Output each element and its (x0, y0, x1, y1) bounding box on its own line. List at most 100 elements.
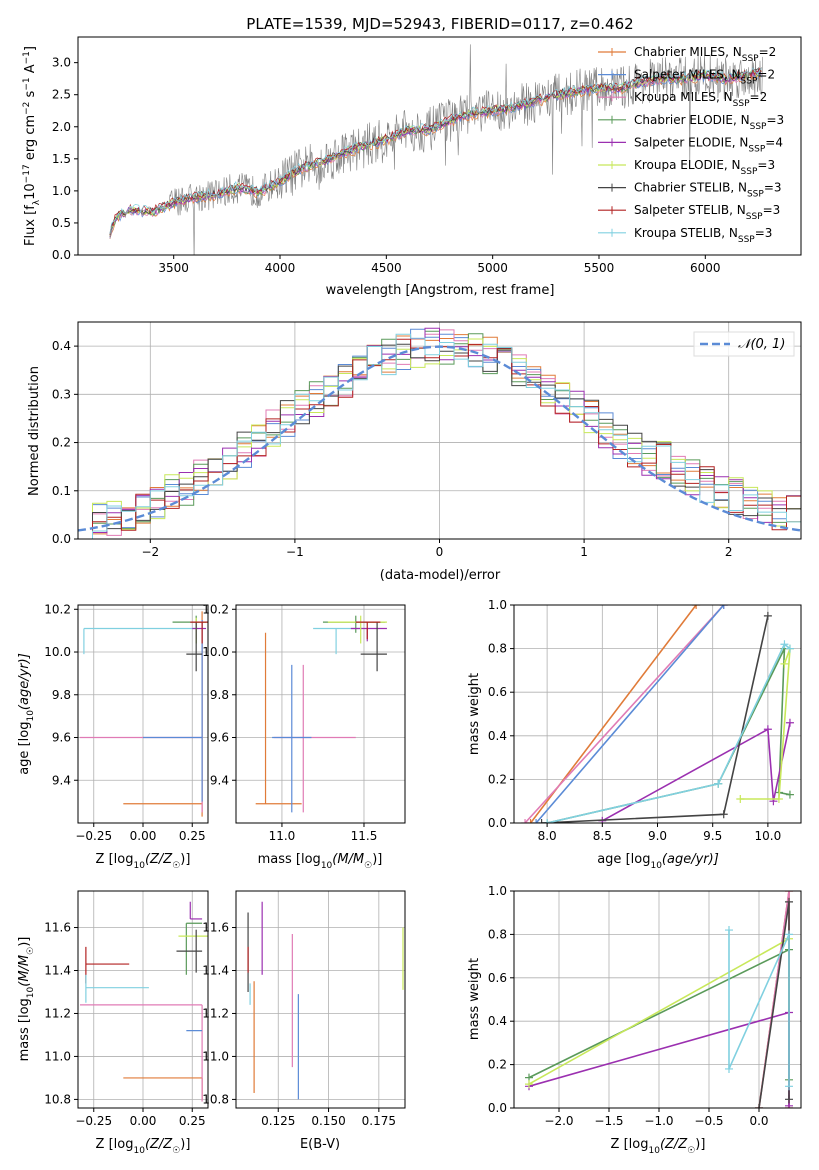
mass-vs-metallicity-chart: −0.25 0.00 0.25 10.8 11.0 11.2 11.4 11.6 Z [log1… (17, 890, 209, 1156)
y-tick-label: 0.5 (52, 216, 71, 230)
weight-series-line (535, 605, 725, 823)
weight-point-marker (763, 611, 772, 620)
x-tick-label: 8.0 (538, 829, 557, 843)
x-tick-label: 5500 (584, 261, 615, 275)
x-tick-label: 0.25 (179, 829, 206, 843)
y-tick-label: 10.2 (44, 602, 71, 616)
x-axis-label: Z [log10(Z/Z☉)] (611, 1137, 706, 1156)
figure-title: PLATE=1539, MJD=52943, FIBERID=0117, z=0… (246, 15, 633, 33)
x-tick-label: −2 (141, 545, 159, 559)
weight-series-line (528, 938, 790, 1085)
x-tick-label: 6000 (690, 261, 721, 275)
x-tick-label: −0.5 (694, 1114, 723, 1128)
x-tick-label: 5000 (477, 261, 508, 275)
plot-area (247, 901, 404, 1100)
y-tick-label: 0.0 (52, 532, 71, 546)
x-tick-label: 0.25 (179, 1114, 206, 1128)
weight-point-marker (525, 1080, 533, 1089)
x-axis-label: Z [log10(Z/Z☉)] (96, 852, 191, 871)
x-tick-label: 8.5 (593, 829, 612, 843)
plot-area (255, 615, 387, 813)
x-axis-label: (data-model)/error (380, 568, 501, 583)
y-tick-label: 0.4 (488, 1014, 507, 1028)
weight-point-marker (785, 891, 793, 895)
y-tick-label: 0.0 (488, 816, 507, 830)
age-vs-mass-chart: 11.0 11.5 9.4 9.6 9.8 10.0 10.2 mass [log10(M/M… (202, 602, 406, 871)
weight-point-marker (785, 930, 793, 939)
x-axis-label: mass [log10(M/M☉)] (258, 852, 383, 871)
weight-series-line (524, 605, 725, 823)
y-axis-label: mass weight (467, 673, 482, 755)
weight-point-marker (763, 725, 772, 734)
y-tick-label: 0.0 (488, 1101, 507, 1115)
y-tick-label: 0.2 (488, 772, 507, 786)
legend-entry: Kroupa ELODIE, NSSP=3 (634, 158, 775, 177)
legend-entry: Salpeter STELIB, NSSP=3 (634, 203, 780, 222)
x-axis-label: age [log10(age/yr)] (597, 852, 719, 871)
x-tick-label: 0.00 (130, 829, 157, 843)
legend-entry: Salpeter MILES, NSSP=2 (634, 68, 775, 87)
x-tick-label: 4000 (265, 261, 296, 275)
y-tick-label: 11.6 (202, 921, 229, 935)
weight-series-line (740, 648, 791, 800)
legend-entry: Chabrier STELIB, NSSP=3 (634, 181, 782, 200)
y-tick-label: 0.6 (488, 971, 507, 985)
weight-series-line (728, 930, 790, 1087)
x-axis-label: E(B-V) (300, 1137, 340, 1152)
y-tick-label: 9.4 (210, 773, 229, 787)
weight-point-marker (785, 644, 794, 653)
weight-point-marker (537, 819, 546, 823)
y-tick-label: 11.2 (202, 1006, 229, 1020)
x-tick-label: 0.175 (362, 1114, 396, 1128)
legend-entry: 𝒩(0, 1) (738, 337, 785, 352)
y-tick-label: 0.2 (488, 1058, 507, 1072)
y-tick-label: 1.0 (488, 884, 507, 898)
y-axis-label: mass [log10(M/M☉)] (17, 937, 36, 1062)
weight-point-marker (543, 819, 552, 823)
weight-point-marker (780, 659, 789, 668)
axes-frame (235, 890, 406, 1109)
x-tick-label: 0.0 (749, 1114, 768, 1128)
y-axis-label: Flux [fλ10−17 erg cm−2 s−1 A−1] (22, 46, 42, 246)
weight-point-marker (532, 819, 541, 823)
y-tick-label: 3.0 (52, 56, 71, 70)
weight-series-line (758, 901, 790, 1108)
legend-entry: Salpeter ELODIE, NSSP=4 (634, 135, 783, 154)
x-tick-label: 3500 (158, 261, 189, 275)
weight-point-marker (785, 718, 794, 727)
x-tick-label: 0 (436, 545, 444, 559)
legend-entry: Kroupa MILES, NSSP=2 (634, 90, 767, 109)
weight-point-marker (785, 790, 794, 799)
x-tick-label: 0.00 (130, 1114, 157, 1128)
y-tick-label: 10.0 (44, 645, 71, 659)
y-tick-label: 0.1 (52, 484, 71, 498)
plot-area (521, 605, 794, 823)
y-tick-label: 11.0 (44, 1049, 71, 1063)
y-tick-label: 0.3 (52, 387, 71, 401)
y-tick-label: 11.6 (44, 921, 71, 935)
y-tick-label: 2.5 (52, 88, 71, 102)
y-tick-label: 11.0 (202, 1049, 229, 1063)
weight-point-marker (780, 640, 789, 649)
y-tick-label: 0.2 (52, 436, 71, 450)
weight-point-marker (714, 779, 723, 788)
x-tick-label: −1.0 (644, 1114, 673, 1128)
plot-area (79, 611, 208, 817)
weight-point-marker (719, 810, 728, 819)
y-tick-label: 11.4 (44, 963, 71, 977)
plot-area (525, 891, 793, 1108)
y-tick-label: 10.8 (44, 1092, 71, 1106)
weight-point-marker (755, 1104, 763, 1108)
x-tick-label: −1 (286, 545, 304, 559)
legend-entry: Kroupa STELIB, NSSP=3 (634, 226, 772, 245)
weight-point-marker (692, 605, 701, 609)
x-tick-label: −0.25 (75, 1114, 112, 1128)
model-spectrum-line (109, 67, 762, 234)
y-tick-label: 11.2 (44, 1006, 71, 1020)
mass-vs-extinction-chart: 0.125 0.150 0.175 10.8 11.0 11.2 11.4 11.6 E(B-V… (202, 890, 406, 1152)
y-axis-label: Normed distribution (27, 366, 42, 496)
y-tick-label: 9.4 (52, 773, 71, 787)
legend-entry: Chabrier ELODIE, NSSP=3 (634, 113, 784, 132)
y-axis-label: age [log10(age/yr)] (17, 653, 36, 775)
